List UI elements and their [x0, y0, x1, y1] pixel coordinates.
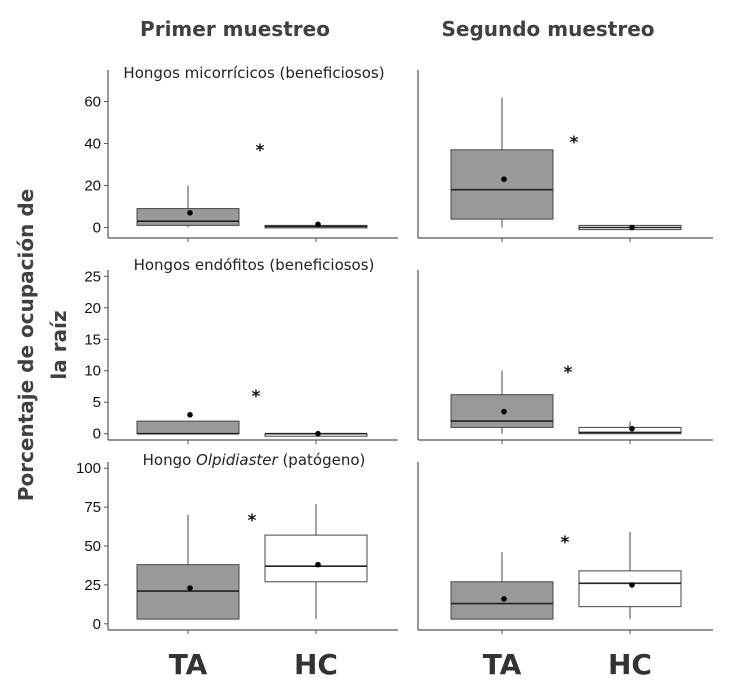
box-iqr [450, 149, 554, 220]
significance-star: * [564, 363, 573, 383]
y-tick-label: 10 [84, 363, 101, 380]
mean-point [629, 425, 635, 432]
panel-1: 0 20 40 60 Hongos micorrícicos (beneficiosos… [84, 64, 398, 242]
y-tick-label: 60 [84, 94, 101, 111]
x-category-ta-left: TA [169, 648, 208, 681]
y-tick-label: 25 [84, 577, 101, 594]
box-ta [136, 514, 240, 620]
panel-title-part: Hongos endófitos (beneficiosos) [134, 256, 375, 274]
box-iqr [264, 534, 368, 583]
mean-point [315, 430, 321, 437]
y-tick-label: 20 [84, 300, 101, 317]
mean-point [187, 585, 193, 591]
panel-5: 0 25 50 75 100 Hongo Olpidiaster (patógeno) * [76, 451, 398, 634]
panel-title-part: Hongos micorrícicos (beneficiosos) [123, 64, 384, 82]
y-tick-label: 100 [76, 460, 101, 477]
column-title-segundo: Segundo muestreo [441, 17, 654, 41]
mean-point [629, 224, 635, 231]
panel-title: Hongos endófitos (beneficiosos) [134, 256, 375, 274]
panel-title-part: Olpidiaster [196, 451, 278, 469]
panel-6: * [417, 462, 713, 634]
y-tick-label: 25 [84, 268, 101, 285]
significance-star: * [252, 387, 261, 407]
significance-star: * [570, 133, 579, 153]
box-hc [264, 430, 368, 437]
box-iqr [578, 570, 682, 608]
panel-4: * [417, 270, 713, 444]
significance-star: * [561, 533, 570, 553]
y-tick-label: 75 [84, 499, 101, 516]
panel-2: * [417, 70, 713, 242]
box-ta [136, 185, 240, 228]
box-hc [578, 532, 682, 620]
x-category-ta-right: TA [483, 648, 522, 681]
mean-point [501, 176, 507, 182]
y-tick-label: 5 [93, 394, 101, 411]
column-title-primer: Primer muestreo [140, 17, 330, 41]
y-tick-label: 40 [84, 136, 101, 153]
box-ta [450, 552, 554, 620]
x-category-hc-right: HC [608, 648, 652, 681]
mean-point [501, 596, 507, 602]
panel-3: 0 5 10 15 20 25 Hongos endófitos (beneficiosos… [84, 256, 398, 444]
y-axis-label-line1: Porcentaje de ocupación de [14, 189, 38, 501]
box-hc [578, 224, 682, 231]
significance-star: * [248, 511, 257, 531]
mean-point [315, 221, 321, 228]
y-tick-label: 15 [84, 331, 101, 348]
y-axis-label-line2: la raíz [47, 310, 71, 379]
y-tick-label: 0 [93, 616, 101, 633]
panel-title: Hongo Olpidiaster (patógeno) [143, 451, 366, 469]
y-tick-label: 0 [93, 426, 101, 443]
mean-point [501, 408, 507, 415]
box-iqr [136, 420, 240, 435]
mean-point [187, 210, 193, 216]
mean-point [315, 561, 321, 568]
box-hc [264, 504, 368, 620]
mean-point [629, 582, 635, 588]
box-ta [136, 412, 240, 435]
x-category-hc-left: HC [294, 648, 338, 681]
significance-star: * [256, 141, 265, 161]
box-ta [450, 370, 554, 434]
box-ta [450, 97, 554, 228]
y-tick-label: 50 [84, 538, 101, 555]
y-tick-label: 0 [93, 220, 101, 237]
panels: 0 20 40 60 Hongos micorrícicos (beneficiosos… [76, 64, 713, 634]
mean-point [187, 412, 193, 418]
box-hc [578, 421, 682, 435]
panel-title-part: Hongo [143, 451, 196, 469]
y-tick-label: 20 [84, 178, 101, 195]
box-hc [264, 221, 368, 229]
panel-title-part: (patógeno) [278, 451, 366, 469]
panel-title: Hongos micorrícicos (beneficiosos) [123, 64, 384, 82]
